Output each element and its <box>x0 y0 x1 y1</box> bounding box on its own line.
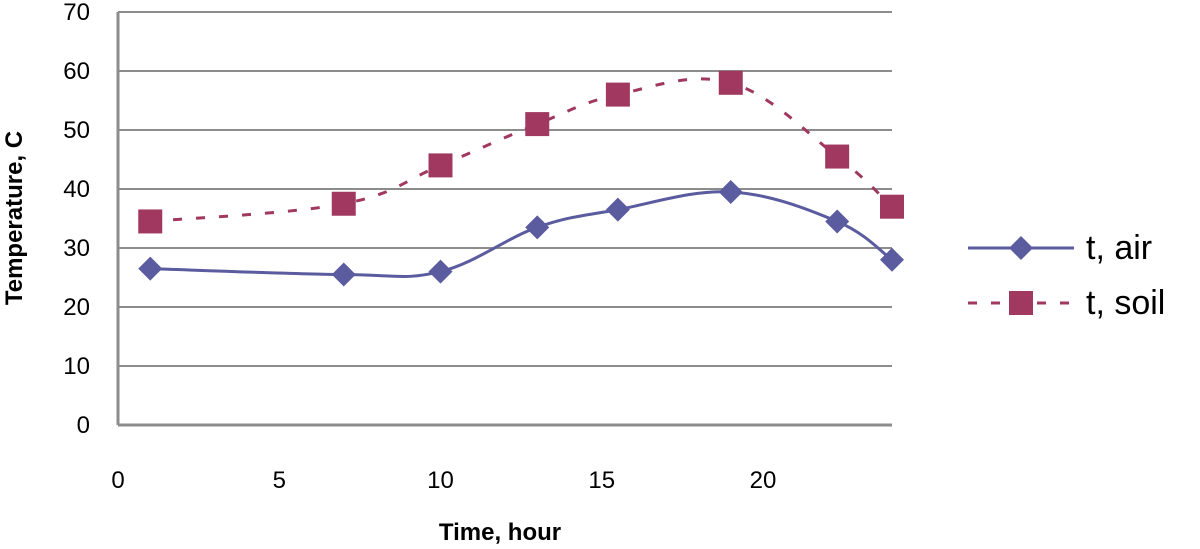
data-point <box>428 259 453 284</box>
legend-marker <box>1009 291 1033 315</box>
data-point <box>880 247 904 272</box>
y-tick-label: 0 <box>77 412 90 439</box>
x-tick-labels: 0 5 10 15 20 <box>111 467 776 494</box>
y-tick-label: 20 <box>63 294 90 321</box>
data-point <box>525 215 550 240</box>
x-tick-label: 0 <box>111 467 124 494</box>
data-point <box>525 112 550 137</box>
legend-item: t, air <box>968 229 1152 267</box>
data-point <box>605 82 630 107</box>
series-layer <box>138 70 904 287</box>
x-tick-label: 10 <box>427 467 454 494</box>
data-point <box>138 209 163 234</box>
y-tick-label: 10 <box>63 353 90 380</box>
y-tick-label: 50 <box>63 117 90 144</box>
legend-marker <box>1009 236 1033 260</box>
data-point <box>331 191 356 216</box>
data-point <box>880 194 904 219</box>
y-axis-label: Temperature, C <box>1 131 28 305</box>
data-point <box>605 197 630 222</box>
x-tick-label: 20 <box>750 467 777 494</box>
legend-label: t, air <box>1086 229 1152 267</box>
legend: t, air t, soil <box>968 229 1165 322</box>
x-axis-label: Time, hour <box>439 519 561 546</box>
data-point <box>825 144 850 169</box>
y-tick-label: 60 <box>63 58 90 85</box>
data-point <box>825 209 850 234</box>
data-point <box>331 262 356 287</box>
x-tick-label: 15 <box>588 467 615 494</box>
x-tick-label: 5 <box>273 467 286 494</box>
axes <box>116 12 892 427</box>
y-tick-labels: 0 10 20 30 40 50 60 70 <box>63 0 90 439</box>
gridlines <box>118 11 892 367</box>
series-line <box>150 190 893 278</box>
data-point <box>718 70 743 95</box>
y-tick-label: 70 <box>63 0 90 26</box>
data-point <box>138 256 163 281</box>
legend-label: t, soil <box>1086 284 1165 322</box>
legend-item: t, soil <box>968 284 1165 322</box>
series-soil <box>138 70 904 234</box>
data-point <box>428 153 453 178</box>
data-point <box>718 179 743 204</box>
series-air <box>138 179 904 287</box>
y-tick-label: 30 <box>63 235 90 262</box>
y-tick-label: 40 <box>63 176 90 203</box>
